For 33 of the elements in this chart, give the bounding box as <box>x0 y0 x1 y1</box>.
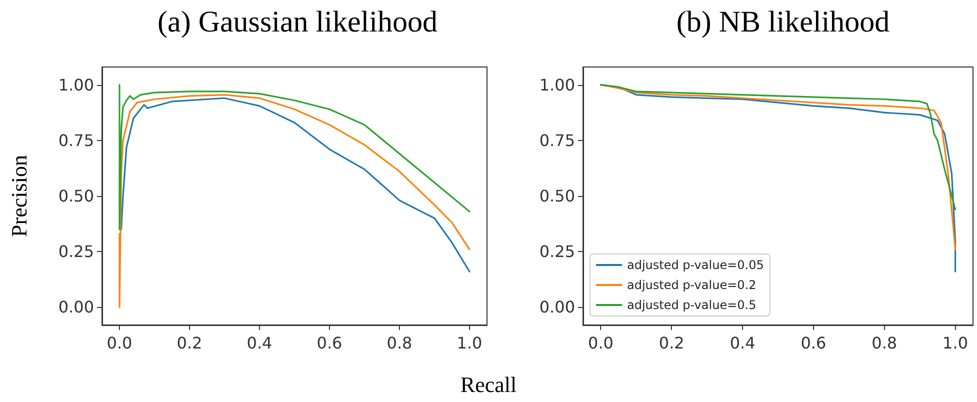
chart-title: (a) Gaussian likelihood <box>158 6 438 38</box>
y-tick-label: 0.25 <box>58 242 94 262</box>
x-axis-title: Recall <box>459 372 518 398</box>
line-series <box>600 84 956 210</box>
y-tick-label: 0.00 <box>58 298 94 317</box>
x-tick-label: 0.2 <box>176 334 202 352</box>
y-tick-label: 1.00 <box>539 75 575 94</box>
x-tick-label: 0.8 <box>386 334 412 352</box>
x-tick-label: 0.6 <box>316 334 342 352</box>
x-tick-label: 0.4 <box>246 334 272 352</box>
legend-label: adjusted p-value=0.5 <box>627 298 756 312</box>
x-tick-label: 0.4 <box>730 334 756 352</box>
chart-title: (b) NB likelihood <box>676 6 890 38</box>
legend-label: adjusted p-value=0.2 <box>627 278 756 292</box>
line-series <box>118 94 470 308</box>
x-tick-label: 1.0 <box>456 334 482 352</box>
y-tick-label: 1.00 <box>58 75 94 94</box>
x-tick-label: 1.0 <box>942 334 968 352</box>
y-tick-label: 0.50 <box>58 186 94 206</box>
x-tick-label: 0.0 <box>106 334 132 352</box>
x-tick-label: 0.2 <box>658 334 684 352</box>
line-series <box>118 84 470 230</box>
y-axis-title: Precision <box>6 155 32 237</box>
y-tick-label: 0.75 <box>58 130 94 150</box>
x-tick-label: 0.6 <box>800 334 826 352</box>
y-tick-label: 0.25 <box>539 242 575 262</box>
line-series <box>120 97 470 272</box>
y-tick-label: 0.75 <box>539 130 575 150</box>
x-tick-label: 0.8 <box>872 334 898 352</box>
y-tick-label: 0.00 <box>539 298 575 317</box>
legend-label: adjusted p-value=0.05 <box>627 258 764 272</box>
x-tick-label: 0.0 <box>588 334 614 352</box>
y-tick-label: 0.50 <box>539 186 575 206</box>
